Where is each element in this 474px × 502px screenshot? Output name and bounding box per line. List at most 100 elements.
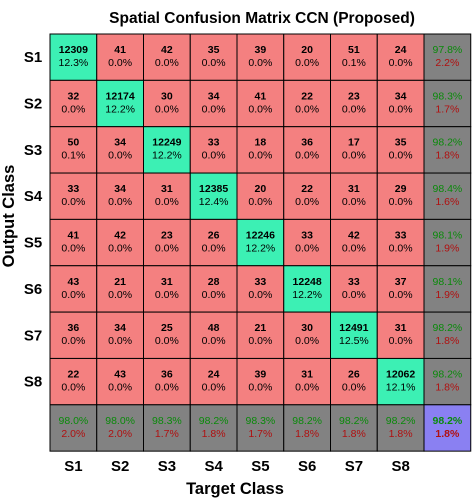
cell-count: 41 [255, 90, 267, 102]
error-value: 2.2% [435, 57, 459, 69]
x-tick-label: S6 [298, 458, 316, 475]
cell-count: 34 [208, 90, 220, 102]
x-tick-label: S5 [251, 458, 269, 475]
cell-count: 51 [348, 44, 360, 56]
cell-count: 21 [255, 322, 267, 334]
row-summary-cell-rect [423, 265, 472, 313]
cell-count: 39 [255, 44, 267, 56]
x-tick-label: S4 [204, 458, 223, 475]
off-diagonal-cell: 330.0% [189, 126, 238, 174]
cell-count: 33 [348, 276, 360, 288]
tick-labels: S1 S2 S3 S4 S5 S6 S7 S8 S1 S2 S3 S4 S5 S6 S7 S8 [24, 49, 410, 475]
off-diagonal-cell: 500.1% [49, 126, 98, 174]
error-value: 1.7% [435, 103, 459, 115]
cell-count: 24 [395, 44, 407, 56]
cell-percent: 12.2% [292, 289, 322, 301]
cell-percent: 0.0% [248, 57, 272, 69]
off-diagonal-cell: 330.0% [283, 218, 331, 267]
cell-percent: 0.0% [108, 150, 132, 162]
column-summary-cell-rect [189, 404, 238, 452]
cell-percent: 0.0% [295, 196, 319, 208]
off-diagonal-cell: 280.0% [189, 265, 238, 313]
accuracy-value: 98.2% [386, 415, 416, 427]
cell-count: 26 [208, 229, 220, 241]
off-diagonal-cell: 360.0% [49, 311, 98, 359]
off-diagonal-cell-rect [236, 126, 285, 174]
cell-count: 23 [161, 229, 173, 241]
row-summary-cell-rect [423, 172, 472, 220]
error-value: 1.8% [389, 428, 413, 440]
error-value: 1.7% [248, 428, 272, 440]
off-diagonal-cell: 360.0% [143, 357, 191, 406]
diagonal-cell-rect [143, 126, 191, 174]
off-diagonal-cell-rect [49, 218, 98, 267]
row-summary-cell-rect [423, 126, 472, 174]
accuracy-value: 98.1% [432, 229, 462, 241]
off-diagonal-cell-rect [49, 311, 98, 359]
error-value: 2.0% [61, 428, 85, 440]
cell-percent: 0.0% [108, 289, 132, 301]
diagonal-cell-rect [49, 33, 98, 81]
overall-accuracy-cell-rect [423, 404, 472, 452]
off-diagonal-cell-rect [143, 357, 191, 406]
cell-count: 31 [348, 183, 360, 195]
off-diagonal-cell: 180.0% [236, 126, 285, 174]
cell-count: 33 [395, 229, 407, 241]
cell-percent: 0.1% [61, 150, 85, 162]
row-summary-cell: 98.4%1.6% [423, 172, 472, 220]
off-diagonal-cell-rect [236, 265, 285, 313]
accuracy-value: 98.2% [432, 415, 462, 427]
off-diagonal-cell: 350.0% [376, 126, 425, 174]
off-diagonal-cell-rect [189, 126, 238, 174]
off-diagonal-cell: 410.0% [96, 33, 144, 81]
off-diagonal-cell: 290.0% [376, 172, 425, 220]
cell-count: 35 [208, 44, 220, 56]
cell-percent: 0.0% [295, 103, 319, 115]
y-tick-label: S8 [24, 374, 42, 391]
cell-count: 22 [301, 183, 313, 195]
cell-count: 18 [255, 137, 267, 149]
accuracy-value: 98.3% [152, 415, 182, 427]
cell-percent: 0.0% [61, 289, 85, 301]
cell-percent: 0.0% [248, 196, 272, 208]
off-diagonal-cell: 390.0% [236, 33, 285, 81]
error-value: 1.7% [155, 428, 179, 440]
error-value: 1.9% [435, 289, 459, 301]
cell-percent: 0.0% [202, 381, 226, 393]
off-diagonal-cell: 210.0% [96, 265, 144, 313]
off-diagonal-cell: 210.0% [236, 311, 285, 359]
cell-percent: 0.0% [61, 103, 85, 115]
cell-count: 12246 [246, 229, 275, 241]
off-diagonal-cell: 230.0% [330, 79, 378, 128]
off-diagonal-cell: 310.0% [143, 172, 191, 220]
cell-count: 42 [348, 229, 360, 241]
overall-accuracy-cell: 98.2%1.8% [423, 404, 472, 452]
cell-count: 34 [114, 183, 126, 195]
cell-count: 43 [114, 368, 126, 380]
cell-count: 28 [208, 276, 220, 288]
column-summary-cell-rect [96, 404, 144, 452]
off-diagonal-cell-rect [236, 79, 285, 128]
accuracy-value: 98.3% [432, 90, 462, 102]
off-diagonal-cell: 220.0% [283, 172, 331, 220]
cell-count: 33 [255, 276, 267, 288]
cell-percent: 0.0% [108, 196, 132, 208]
cell-percent: 0.0% [155, 381, 179, 393]
error-value: 1.6% [435, 196, 459, 208]
cell-percent: 0.0% [389, 335, 413, 347]
column-summary-cell: 98.2%1.8% [376, 404, 425, 452]
cell-count: 17 [348, 137, 360, 149]
accuracy-value: 98.3% [245, 415, 275, 427]
off-diagonal-cell: 510.1% [330, 33, 378, 81]
off-diagonal-cell: 330.0% [376, 218, 425, 267]
column-summary-cell-rect [143, 404, 191, 452]
cell-percent: 12.4% [199, 196, 229, 208]
off-diagonal-cell: 350.0% [189, 33, 238, 81]
off-diagonal-cell-rect [189, 265, 238, 313]
error-value: 1.8% [295, 428, 319, 440]
off-diagonal-cell-rect [49, 172, 98, 220]
